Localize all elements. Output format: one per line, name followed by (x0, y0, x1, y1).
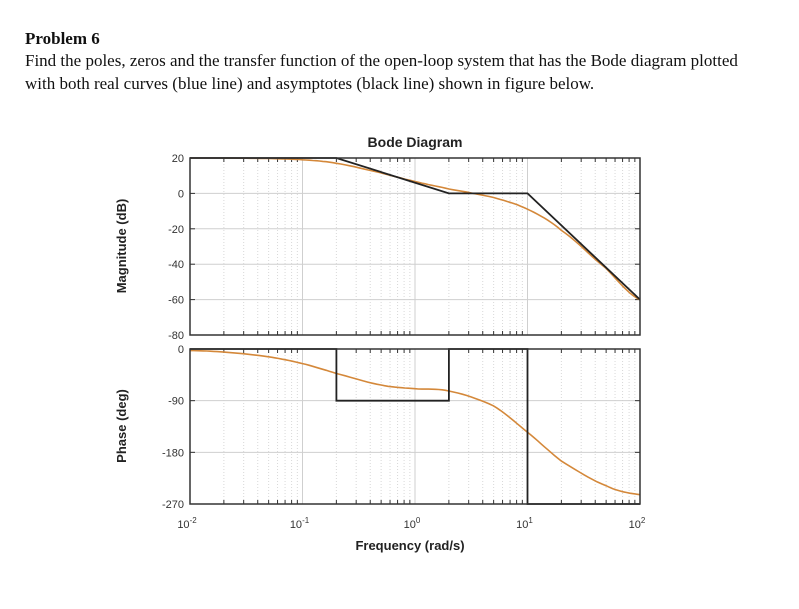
phase-y-tick-label: -180 (162, 447, 184, 459)
x-tick-label: 10-1 (290, 516, 310, 531)
phase-axis-label: Phase (deg) (114, 389, 129, 463)
phase-real-curve (190, 349, 641, 496)
phase-y-tick-label: -90 (168, 396, 184, 408)
x-tick-label: 102 (629, 516, 646, 531)
phase-y-tick-label: -270 (162, 499, 184, 511)
phase-asymptote (190, 348, 640, 505)
magnitude-axis-label: Magnitude (dB) (114, 199, 129, 294)
magnitude-axes-frame (189, 157, 641, 336)
magnitude-y-tick-label: -80 (168, 330, 184, 342)
phase-y-tick-label: 0 (178, 344, 184, 356)
magnitude-y-tick-label: 0 (178, 188, 184, 200)
phase-plot: 0 -90 -180 -270 (162, 344, 641, 511)
problem-text-line-2: with both real curves (blue line) and as… (25, 74, 595, 93)
x-tick-label: 100 (404, 516, 421, 531)
problem-text-line-1: Find the poles, zeros and the transfer f… (25, 51, 738, 70)
chart-title: Bode Diagram (368, 134, 463, 150)
magnitude-y-tick-label: -20 (168, 224, 184, 236)
magnitude-y-tick-label: -40 (168, 259, 184, 271)
problem-title: Problem 6 (25, 29, 100, 48)
magnitude-y-tick-label: -60 (168, 295, 184, 307)
phase-axes-frame (189, 348, 641, 505)
x-tick-label: 101 (516, 516, 533, 531)
magnitude-plot: 20 0 -20 -40 -60 -80 (168, 153, 641, 342)
x-tick-label: 10-2 (177, 516, 197, 531)
x-axis-label: Frequency (rad/s) (355, 538, 464, 553)
x-tick-labels: 10-2 10-1 100 101 102 (177, 516, 646, 531)
magnitude-y-tick-label: 20 (172, 153, 184, 165)
